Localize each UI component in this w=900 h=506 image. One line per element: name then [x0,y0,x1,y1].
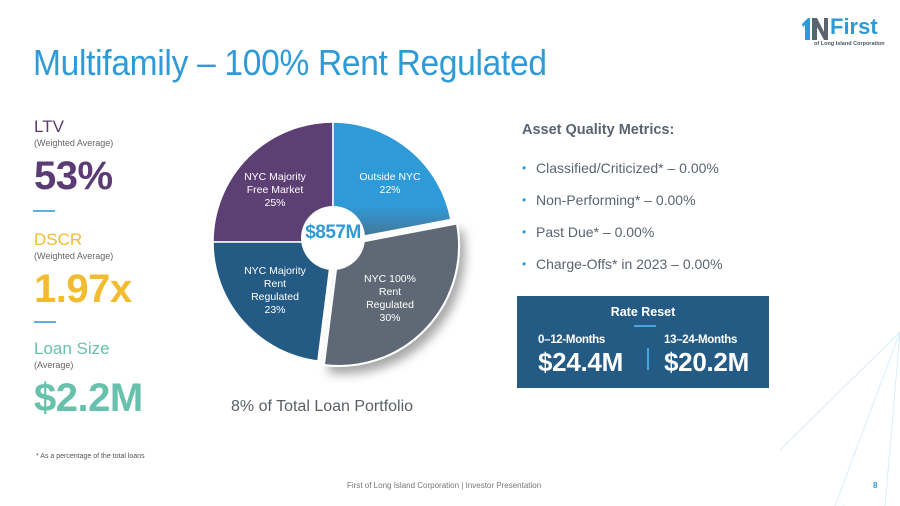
label-line: Regulated [366,299,414,311]
pie-slice-100-rent-regulated [322,222,460,367]
pie-label-100-rent-regulated: NYC 100% Rent Regulated 30% [345,273,435,325]
metric-sub: (Average) [34,360,74,370]
metric-label: DSCR [34,230,83,249]
label-line: 25% [264,197,286,209]
logo-subtitle: of Long Island Corporation [814,41,885,47]
footer-text: First of Long Island Corporation | Inves… [347,481,542,490]
footnote: * As a percentage of the total loans [36,453,145,460]
page-title: Multifamily – 100% Rent Regulated [33,42,547,83]
pie-label-majority-rent-regulated: NYC Majority Rent Regulated 23% [230,265,320,317]
list-item: • Charge-Offs* in 2023 – 0.00% [522,256,723,288]
pie-slice-free-market [212,121,334,243]
metric-value: $2.2M [34,376,143,420]
page-number: 8 [873,481,878,490]
bullet-icon: • [522,193,527,207]
label-line: Outside NYC [359,171,421,183]
rate-reset-box: Rate Reset 0–12-Months $24.4M 13–24-Mont… [517,296,769,388]
rate-period-amount: $20.2M [664,347,749,377]
list-item: • Past Due* – 0.00% [522,224,723,256]
metric-sub: (Weighted Average) [34,251,114,261]
bullet-icon: • [522,161,527,175]
bullet-icon: • [522,225,527,239]
label-line: 23% [264,304,286,316]
pie-slice-outside-nyc [332,121,452,243]
label-line: NYC Majority [244,265,306,277]
list-item-text: Charge-Offs* in 2023 – 0.00% [536,256,723,272]
label-line: 30% [379,312,401,324]
pie-label-outside-nyc: Outside NYC 22% [345,171,435,197]
company-logo: First of Long Island Corporation [800,14,890,48]
metric-label: Loan Size [34,339,110,358]
rate-period-amount: $24.4M [538,347,623,377]
rate-reset-separator [647,348,649,370]
metric-sub: (Weighted Average) [34,138,114,148]
pie-label-free-market: NYC Majority Free Market 25% [230,171,320,210]
divider [34,321,56,323]
metric-value: 1.97x [34,267,132,311]
list-item-text: Past Due* – 0.00% [536,224,655,240]
asset-quality-title: Asset Quality Metrics: [522,122,675,138]
pie-caption: 8% of Total Loan Portfolio [231,398,414,415]
pie-slice-majority-rent-regulated [212,241,334,362]
metric-value: 53% [34,154,113,198]
metric-ltv: LTV (Weighted Average) 53% [34,117,113,199]
rate-reset-title: Rate Reset [610,305,676,319]
list-item-text: Non-Performing* – 0.00% [536,192,696,208]
pie-center-label: $857M [305,222,361,243]
rate-reset-period-13-24: 13–24-Months $20.2M [664,334,749,378]
list-item: • Non-Performing* – 0.00% [522,192,723,224]
divider [33,210,55,212]
rate-period-label: 13–24-Months [664,334,738,346]
label-line: Rent [378,286,402,298]
pie-center-circle [301,206,365,270]
metric-dscr: DSCR (Weighted Average) 1.97x [34,230,132,312]
logo-mark-icon [802,18,828,40]
rate-reset-period-0-12: 0–12-Months $24.4M [538,334,623,378]
logo-name: First [830,14,878,39]
list-item: • Classified/Criticized* – 0.00% [522,160,723,192]
rate-reset-underline [634,325,656,327]
label-line: NYC 100% [364,273,416,285]
label-line: 22% [379,184,401,196]
asset-quality-list: • Classified/Criticized* – 0.00% • Non-Per… [522,160,723,288]
bullet-icon: • [522,257,527,271]
label-line: NYC Majority [244,171,306,183]
list-item-text: Classified/Criticized* – 0.00% [536,160,719,176]
label-line: Free Market [246,184,304,196]
metric-label: LTV [34,117,64,136]
label-line: Rent [263,278,287,290]
rate-period-label: 0–12-Months [538,334,605,346]
label-line: Regulated [251,291,299,303]
metric-loan-size: Loan Size (Average) $2.2M [34,339,143,421]
